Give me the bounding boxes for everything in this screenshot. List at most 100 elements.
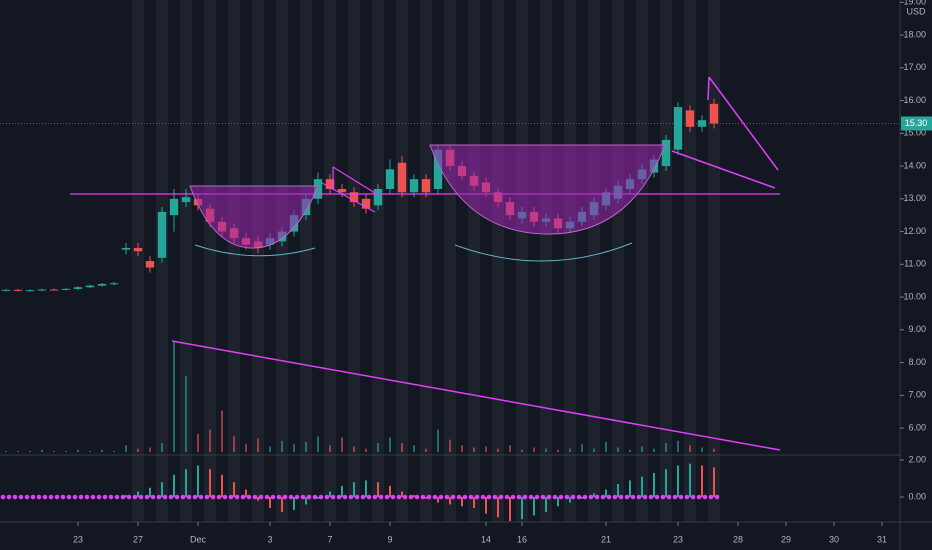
candle-body <box>397 162 407 193</box>
oscillator-bar <box>281 497 283 512</box>
volume-bar <box>17 450 19 452</box>
y-tick-label: 6.00 <box>908 422 926 432</box>
oscillator-bar <box>629 480 631 498</box>
candle-body <box>709 103 719 124</box>
squeeze-dot <box>486 494 492 500</box>
stripe <box>396 0 408 522</box>
squeeze-dot <box>96 494 102 500</box>
squeeze-dot <box>372 494 378 500</box>
x-tick-label: Dec <box>190 534 207 544</box>
squeeze-dot <box>24 494 30 500</box>
volume-bar <box>521 449 523 452</box>
candle-body <box>169 198 179 216</box>
squeeze-dot <box>204 494 210 500</box>
cup-shape <box>429 144 666 235</box>
stripe <box>228 0 240 522</box>
y-tick-label: 7.00 <box>908 390 926 400</box>
squeeze-dot <box>504 494 510 500</box>
oscillator-bar <box>581 497 583 499</box>
oscillator-bar <box>401 491 403 498</box>
squeeze-dot <box>12 494 18 500</box>
volume-bar <box>389 437 391 452</box>
volume-bar <box>533 447 535 452</box>
squeeze-dot <box>624 494 630 500</box>
squeeze-dot <box>480 494 486 500</box>
candle-body <box>49 289 59 291</box>
candle-body <box>361 198 371 209</box>
candle-body <box>685 110 695 127</box>
stripe <box>516 0 528 522</box>
volume-bar <box>281 440 283 452</box>
oscillator-bar <box>425 497 427 499</box>
volume-bar <box>5 450 7 452</box>
volume-bar <box>461 445 463 452</box>
candle-body <box>409 179 419 193</box>
squeeze-dot <box>336 494 342 500</box>
last-price-box <box>901 116 932 131</box>
squeeze-dot <box>552 494 558 500</box>
volume-bar <box>581 444 583 452</box>
volume-bar <box>377 443 379 452</box>
oscillator-bar <box>137 491 139 498</box>
squeeze-dot <box>702 494 708 500</box>
squeeze-dot <box>264 494 270 500</box>
candle-body <box>421 179 431 193</box>
volume-bar <box>329 445 331 452</box>
oscillator-bar <box>605 489 607 498</box>
squeeze-dot <box>600 494 606 500</box>
y-tick-label: 13.00 <box>903 193 926 203</box>
squeeze-dot <box>708 494 714 500</box>
squeeze-dot <box>294 494 300 500</box>
y-tick-label: 14.00 <box>903 160 926 170</box>
squeeze-dot <box>672 494 678 500</box>
drawings <box>70 76 781 451</box>
volume-bar <box>365 448 367 452</box>
squeeze-dot <box>234 494 240 500</box>
x-tick-label: 23 <box>673 534 683 544</box>
oscillator-bar <box>449 497 451 505</box>
candle-body <box>25 290 35 292</box>
squeeze-dot <box>366 494 372 500</box>
oscillator-bar <box>557 497 559 507</box>
oscillator-bar <box>149 487 151 498</box>
squeeze-dot <box>198 494 204 500</box>
x-tick-label: 30 <box>829 534 839 544</box>
squeeze-dot <box>576 494 582 500</box>
volume-bar <box>233 436 235 452</box>
squeeze-dot <box>174 494 180 500</box>
volume-bar <box>209 429 211 452</box>
y-tick-label: 18.00 <box>903 29 926 39</box>
squeeze-dot <box>348 494 354 500</box>
volume-bar <box>353 446 355 452</box>
squeeze-dot <box>468 494 474 500</box>
volume-bar <box>89 450 91 452</box>
oscillator-bar <box>461 497 463 507</box>
squeeze-dot <box>306 494 312 500</box>
volume-bar <box>245 444 247 452</box>
x-tick-label: 9 <box>387 534 392 544</box>
squeeze-dot <box>618 494 624 500</box>
volume-bar <box>113 450 115 452</box>
oscillator-bar <box>209 469 211 498</box>
squeeze-dot <box>546 494 552 500</box>
y-tick-label: 12.00 <box>903 226 926 236</box>
volume-bar <box>125 445 127 452</box>
squeeze-dot <box>186 494 192 500</box>
last-price-label: 15.30 <box>905 118 928 128</box>
candle-body <box>337 188 347 193</box>
candle-body <box>97 283 107 286</box>
flag <box>321 166 376 213</box>
squeeze-dot <box>432 494 438 500</box>
squeeze-dot <box>498 494 504 500</box>
squeeze-dot <box>606 494 612 500</box>
volume-bar <box>617 447 619 452</box>
squeeze-dot <box>66 494 72 500</box>
squeeze-dot <box>444 494 450 500</box>
volume-bar <box>701 447 703 452</box>
stripe <box>180 0 192 522</box>
y-tick-label: 9.00 <box>908 324 926 334</box>
squeeze-dot <box>6 494 12 500</box>
stripe <box>348 0 360 522</box>
squeeze-dot <box>126 494 132 500</box>
